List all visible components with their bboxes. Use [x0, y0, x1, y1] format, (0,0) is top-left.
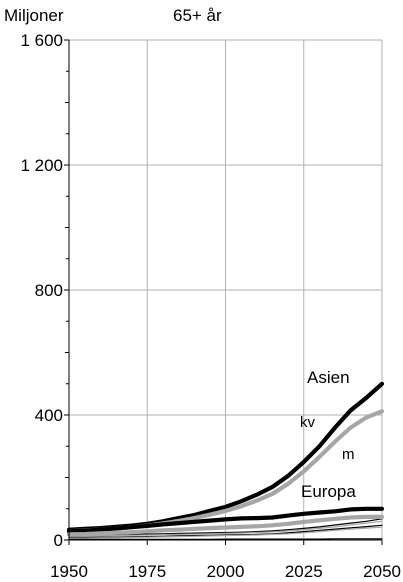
- annotation-m: m: [342, 446, 355, 463]
- annotation-kv: kv: [300, 414, 316, 431]
- x-tick-label: 1950: [50, 562, 88, 581]
- y-tick-label: 800: [35, 281, 63, 300]
- series-line-4: [66, 514, 385, 537]
- x-tick-label: 2000: [207, 562, 245, 581]
- y-tick-label: 1 200: [20, 156, 63, 175]
- y-axis-ticks: 0 400 800 1 200 1 600: [20, 31, 69, 550]
- chart-subtitle: 65+ år: [173, 6, 222, 25]
- horizontal-gridlines: [69, 39, 382, 416]
- y-tick-label: 1 600: [20, 31, 63, 50]
- series-layer: [66, 381, 385, 541]
- annotation-asien: Asien: [307, 368, 350, 387]
- x-axis-ticks: 1950 1975 2000 2025 2050: [50, 540, 401, 581]
- y-tick-label: 0: [54, 531, 63, 550]
- x-tick-label: 2050: [363, 562, 401, 581]
- x-tick-label: 2025: [285, 562, 323, 581]
- series-line-8: [68, 526, 383, 539]
- series-line-3: [66, 506, 385, 534]
- series-line-6: [68, 520, 383, 538]
- x-tick-label: 1975: [128, 562, 166, 581]
- annotation-europa: Europa: [301, 482, 356, 501]
- series-line-9: [68, 538, 383, 541]
- y-tick-label: 400: [35, 406, 63, 425]
- y-axis-label: Miljoner: [4, 6, 64, 25]
